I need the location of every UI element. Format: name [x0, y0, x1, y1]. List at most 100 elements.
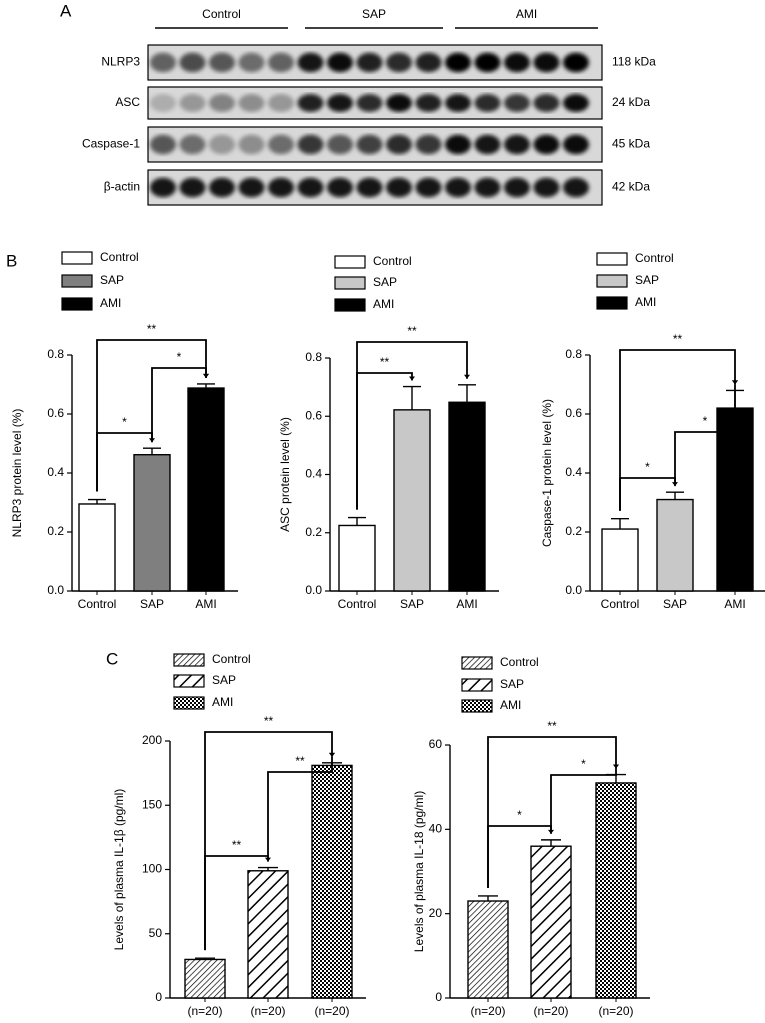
significance-label: * — [703, 414, 708, 428]
y-tick-label: 0.2 — [305, 525, 322, 539]
x-tick-label: AMI — [195, 597, 216, 611]
band — [386, 94, 412, 112]
size-label: 24 kDa — [612, 95, 650, 109]
significance-label: ** — [264, 714, 274, 728]
x-tick-label: (n=20) — [598, 1004, 633, 1018]
bar — [311, 764, 353, 999]
legend-swatch — [173, 674, 205, 688]
significance-bracket — [96, 339, 207, 492]
band — [297, 52, 324, 73]
y-tick-label: 0.8 — [565, 347, 582, 361]
bracket-arrow — [464, 374, 470, 379]
significance-label: ** — [407, 324, 417, 338]
legend-label: AMI — [100, 296, 121, 310]
legend-swatch — [596, 296, 628, 310]
band — [327, 134, 353, 155]
band — [563, 52, 589, 73]
bar — [716, 407, 754, 592]
protein-label: ASC — [115, 95, 140, 109]
significance-bracket — [356, 341, 468, 510]
size-label: 118 kDa — [612, 55, 656, 69]
band — [504, 134, 530, 155]
legend-swatch — [61, 297, 93, 311]
y-axis-label: ASC protein level (%) — [278, 417, 292, 532]
band — [415, 52, 442, 73]
bracket-arrow — [203, 373, 209, 378]
bar — [247, 870, 289, 999]
band — [150, 177, 176, 198]
band — [327, 177, 353, 198]
panel-label: B — [6, 251, 17, 270]
band — [474, 177, 501, 198]
band — [268, 177, 294, 198]
band — [504, 52, 530, 73]
group-label: AMI — [516, 7, 537, 21]
band — [533, 134, 560, 155]
size-label: 45 kDa — [612, 137, 650, 151]
significance-bracket — [619, 349, 736, 511]
bar — [393, 409, 431, 592]
y-tick-label: 0.0 — [47, 583, 64, 597]
group-label: SAP — [362, 7, 386, 21]
band — [297, 94, 324, 112]
band — [297, 134, 324, 155]
y-axis-label: Caspase-1 protein level (%) — [540, 399, 554, 547]
band — [238, 52, 265, 73]
band — [268, 52, 294, 73]
legend-label: Control — [373, 254, 412, 268]
band — [327, 52, 353, 73]
y-tick-label: 0.2 — [47, 524, 64, 538]
legend-swatch — [596, 274, 628, 288]
band — [268, 94, 294, 112]
x-tick-label: (n=20) — [470, 1004, 505, 1018]
legend-label: AMI — [373, 297, 394, 311]
band — [150, 94, 176, 112]
bands — [150, 134, 589, 155]
legend-label: SAP — [500, 677, 524, 691]
y-tick-label: 0.8 — [47, 347, 64, 361]
legend-label: Control — [212, 652, 251, 666]
significance-label: * — [122, 415, 127, 429]
legend-swatch — [461, 656, 493, 670]
band — [415, 134, 442, 155]
band — [356, 52, 383, 73]
panel-label: C — [106, 649, 118, 668]
bracket-arrow — [329, 752, 335, 757]
y-tick-label: 0.0 — [305, 583, 322, 597]
protein-label: Caspase-1 — [82, 137, 140, 151]
significance-label: * — [645, 460, 650, 474]
band — [209, 134, 235, 155]
x-tick-label: Control — [338, 597, 377, 611]
legend-label: SAP — [100, 273, 124, 287]
band — [563, 177, 589, 198]
y-tick-label: 60 — [429, 737, 443, 751]
legend-label: AMI — [635, 295, 656, 309]
y-tick-label: 0.8 — [305, 350, 322, 364]
y-tick-label: 0.2 — [565, 524, 582, 538]
band — [150, 134, 176, 155]
bracket-arrow — [732, 380, 738, 385]
bands — [150, 94, 589, 112]
band — [563, 94, 589, 112]
band — [356, 134, 383, 155]
legend-label: Control — [635, 251, 674, 265]
x-tick-label: SAP — [400, 597, 424, 611]
bracket-arrow — [613, 764, 619, 769]
band — [533, 177, 560, 198]
significance-label: ** — [547, 719, 557, 733]
x-tick-label: (n=20) — [187, 1004, 222, 1018]
y-tick-label: 0.6 — [47, 406, 64, 420]
legend-label: AMI — [500, 698, 521, 712]
legend-swatch — [61, 274, 93, 288]
significance-bracket — [487, 736, 617, 888]
y-tick-label: 150 — [142, 797, 162, 811]
band — [415, 94, 442, 112]
band — [386, 52, 412, 73]
band — [445, 177, 471, 198]
legend-swatch — [596, 252, 628, 266]
band — [356, 177, 383, 198]
band — [297, 177, 324, 198]
band — [445, 52, 471, 73]
x-tick-label: (n=20) — [533, 1004, 568, 1018]
